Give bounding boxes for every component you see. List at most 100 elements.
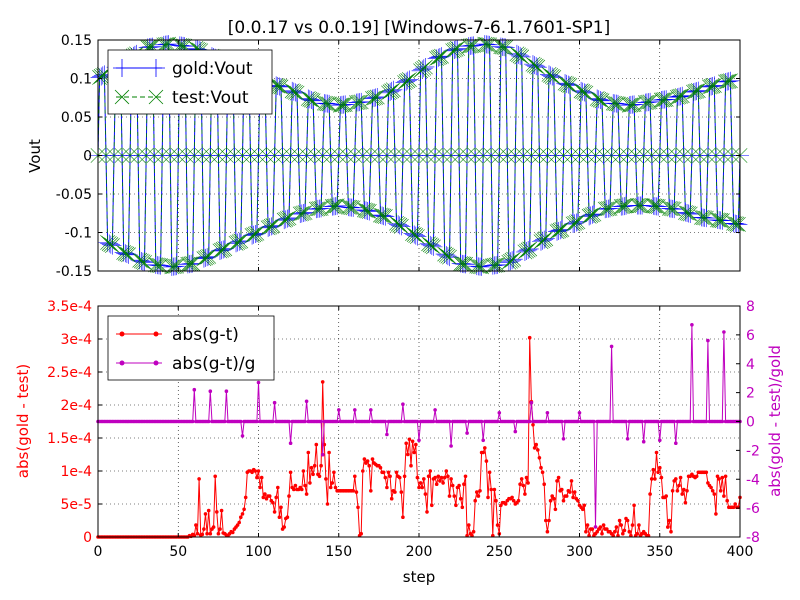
abs-g-t-point [208, 531, 213, 536]
abs-g-t-point [580, 507, 585, 512]
abs-g-t-point [327, 450, 331, 455]
abs-g-t-point [354, 490, 359, 494]
abs-g-t-point [704, 470, 709, 475]
test-vout-point [570, 214, 586, 230]
abs-g-t-point [317, 474, 322, 479]
legend-marker [147, 59, 165, 77]
test-vout-point [544, 69, 560, 84]
abs-g-t-point [218, 527, 222, 531]
legend-label: abs(g-t)/g [172, 354, 255, 374]
abs-g-t-point [511, 498, 516, 503]
bottom-x-tick-label: 0 [94, 544, 103, 560]
abs-g-t-point [601, 523, 606, 527]
abs-g-t-over-g-point [479, 419, 484, 424]
abs-g-t-point [303, 483, 307, 488]
test-vout-point [711, 212, 727, 228]
test-vout-point [503, 253, 518, 269]
abs-g-t-point [664, 494, 668, 498]
test-vout-point [395, 148, 411, 163]
test-vout-point [609, 96, 624, 112]
test-vout-point [512, 48, 528, 64]
abs-g-t-point [361, 469, 365, 473]
test-vout-point [522, 241, 538, 257]
abs-g-t-point [255, 475, 259, 480]
test-vout-point [719, 74, 735, 89]
test-vout-point [703, 79, 719, 94]
abs-g-t-point [462, 482, 466, 487]
abs-g-t-over-g-point [369, 408, 373, 412]
abs-g-t-point [194, 523, 198, 527]
abs-g-t-over-g-point [704, 419, 709, 424]
abs-g-t-point [547, 518, 551, 523]
abs-g-t-point [489, 487, 494, 492]
abs-g-t-point [454, 503, 458, 508]
test-vout-point [592, 92, 608, 108]
abs-g-t-point [473, 498, 478, 503]
bottom-x-axis-label: step [403, 568, 435, 586]
test-vout-point [198, 250, 213, 266]
test-vout-point [562, 78, 578, 93]
test-vout-point [286, 84, 302, 100]
abs-g-t-point [526, 481, 530, 485]
abs-g-t-point [550, 494, 554, 498]
test-vout-point [445, 43, 461, 59]
test-vout-point [491, 148, 507, 163]
test-vout-point [376, 208, 392, 224]
abs-g-t-point [433, 475, 437, 480]
test-vout-point [634, 198, 650, 213]
test-vout-point [697, 210, 713, 226]
abs-g-t-point [694, 474, 699, 479]
test-vout-point [101, 236, 117, 251]
test-vout-point [546, 70, 562, 85]
test-vout-point [525, 56, 541, 72]
test-vout-point [360, 203, 376, 219]
test-vout-point [365, 91, 380, 106]
abs-g-t-point [304, 492, 309, 496]
test-vout-point [119, 246, 135, 262]
test-vout-point [446, 42, 462, 58]
abs-g-t-over-g-point [271, 419, 275, 424]
test-vout-point [692, 148, 708, 163]
abs-g-t-point [457, 483, 461, 488]
abs-g-t-over-g-point [511, 419, 516, 424]
abs-g-t-point [417, 485, 421, 490]
test-vout-point [454, 256, 470, 272]
test-vout-point [358, 203, 374, 218]
bottom-right-y-tick-label: 0 [746, 415, 755, 431]
test-vout-point [495, 39, 510, 55]
test-vout-point [557, 75, 573, 91]
test-vout-point [575, 84, 591, 100]
test-vout-point [315, 148, 331, 163]
test-vout-point [673, 88, 689, 104]
test-vout-point [347, 148, 363, 163]
abs-g-t-point [553, 507, 558, 512]
bottom-left-y-tick-label: 2e-4 [61, 398, 93, 414]
test-vout-point [180, 256, 196, 272]
test-vout-point [263, 218, 279, 234]
test-vout-point [340, 199, 356, 215]
test-vout-point [262, 219, 278, 235]
test-vout-point [641, 94, 656, 110]
test-vout-point [511, 47, 526, 63]
abs-g-t-point [649, 477, 654, 481]
abs-g-t-point [576, 498, 580, 503]
test-vout-point [605, 95, 621, 111]
legend-marker [113, 59, 131, 77]
abs-g-t-point [572, 490, 577, 494]
abs-g-t-point [397, 475, 402, 480]
abs-g-t-over-g-point [688, 419, 692, 424]
abs-g-t-over-g-point [255, 419, 259, 424]
test-vout-point [377, 209, 393, 224]
abs-g-t-point [635, 531, 640, 536]
abs-g-t-point [319, 463, 323, 468]
abs-g-t-point [463, 474, 468, 479]
test-vout-point [488, 257, 504, 273]
test-vout-point [687, 84, 703, 100]
abs-g-t-point [385, 485, 389, 490]
abs-g-t-point [494, 498, 498, 503]
test-vout-point [442, 249, 457, 265]
abs-g-t-point [495, 523, 500, 527]
legend-box [107, 49, 273, 115]
abs-g-t-point [569, 479, 574, 483]
abs-g-t-point [540, 470, 545, 475]
